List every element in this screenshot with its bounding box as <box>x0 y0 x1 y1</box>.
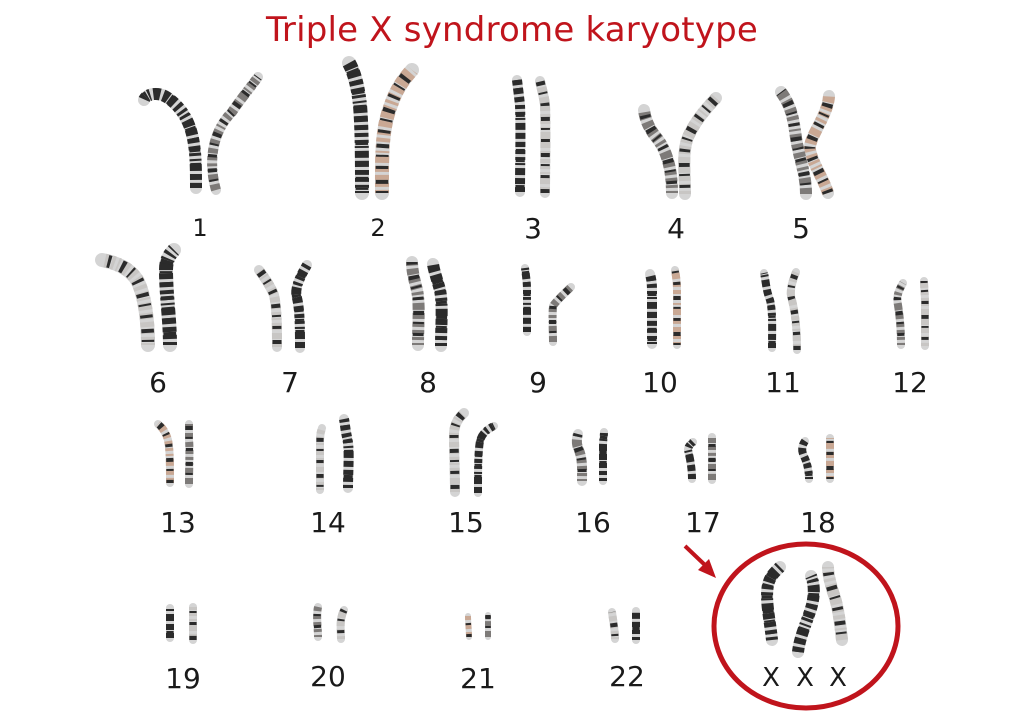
chromosome-pair-12: 12 <box>892 277 929 399</box>
chromosome-pair-5: 5 <box>775 86 835 245</box>
chromosome-label-5: 5 <box>792 212 810 245</box>
chromosome-pair-16: 16 <box>571 428 611 539</box>
chromatid-5-1 <box>803 90 835 199</box>
chromosome-label-9: 9 <box>529 366 547 399</box>
chromosome-pair-14: 14 <box>310 414 354 539</box>
chromatid-1-2 <box>207 72 263 195</box>
chromosome-label-4: 4 <box>667 212 685 245</box>
chromosome-pair-13: 13 <box>154 420 196 539</box>
chromatid-18-1 <box>798 437 813 483</box>
chromosome-label-8: 8 <box>419 366 437 399</box>
chromosome-label-14: 14 <box>310 506 346 539</box>
chromatid-9-1 <box>521 264 531 336</box>
chromatid-6-2 <box>158 243 181 352</box>
chromosome-label-6: 6 <box>149 366 167 399</box>
chromatid-11-1 <box>760 269 777 352</box>
chromatid-7-2 <box>291 260 312 353</box>
chromatid-11-2 <box>786 268 801 354</box>
chromosome-label-10: 10 <box>642 366 678 399</box>
chromosome-label-21: 21 <box>460 662 496 695</box>
chromosome-label-22: 22 <box>609 660 645 693</box>
chromatid-13-1 <box>154 420 174 487</box>
chromosome-label-20: 20 <box>310 660 346 693</box>
chromatid-7-1 <box>254 265 282 352</box>
chromatid-22-1 <box>608 608 619 643</box>
chromosome-pair-8: 8 <box>406 256 448 399</box>
chromatid-2-1 <box>342 56 369 200</box>
chromatid-16-1 <box>571 429 588 486</box>
chromosome-pair-4: 4 <box>638 92 722 245</box>
chromosome-pair-22: 22 <box>608 607 645 693</box>
chromosome-pair-6: 6 <box>95 243 181 399</box>
chromosome-pair-10: 10 <box>642 266 681 399</box>
chromatid-14-1 <box>316 424 326 494</box>
chromatid-9-2 <box>548 283 575 346</box>
chromosome-pair-15: 15 <box>448 408 498 539</box>
chromatid-6-1 <box>95 253 155 352</box>
chromatid-4-2 <box>678 92 722 200</box>
highlight-circle <box>711 541 901 711</box>
chromatid-x-1 <box>761 561 786 646</box>
chromosome-pair-19: 19 <box>165 603 201 695</box>
chromosome-pair-9: 9 <box>521 264 575 399</box>
chromosome-pair-3: 3 <box>512 75 551 245</box>
diagram-title: Triple X syndrome karyotype <box>265 10 759 50</box>
chromatid-20-1 <box>313 603 322 641</box>
chromosome-label-12: 12 <box>892 366 928 399</box>
chromatid-2-2 <box>374 63 419 200</box>
chromatid-15-1 <box>448 408 469 497</box>
chromatid-1-1 <box>138 87 202 194</box>
chromatid-8-2 <box>427 258 448 352</box>
chromatid-10-2 <box>671 266 681 349</box>
chromosome-label-16: 16 <box>575 506 611 539</box>
chromosome-pair-7: 7 <box>254 260 312 399</box>
chromosome-label-7: 7 <box>281 366 299 399</box>
chromatid-8-1 <box>406 256 425 351</box>
chromosome-pair-18: 18 <box>798 434 836 539</box>
chromatid-x-2 <box>792 570 820 658</box>
pointer-arrow <box>683 544 716 578</box>
chromosome-label-11: 11 <box>765 366 801 399</box>
chromosome-pair-20: 20 <box>310 603 348 693</box>
chromosome-label-13: 13 <box>160 506 196 539</box>
chromosome-pair-21: 21 <box>460 612 496 695</box>
chromatid-12-1 <box>893 279 907 349</box>
x-chromosome-label: X <box>796 663 814 693</box>
chromosome-label-1: 1 <box>192 214 207 242</box>
chromatid-12-2 <box>920 277 929 350</box>
chromosome-pair-2: 2 <box>342 56 419 242</box>
chromatid-21-1 <box>465 613 472 640</box>
chromatid-3-2 <box>535 76 551 198</box>
chromosome-label-15: 15 <box>448 506 484 539</box>
chromosome-label-2: 2 <box>370 214 385 242</box>
chromatid-10-1 <box>645 269 657 349</box>
chromatid-20-2 <box>336 606 348 643</box>
chromatid-14-2 <box>339 414 354 493</box>
chromatid-5-2 <box>775 86 812 200</box>
chromatid-x-3 <box>822 561 848 646</box>
chromatid-3-1 <box>512 75 526 197</box>
chromatid-15-2 <box>474 422 498 497</box>
x-chromosome-label: X <box>762 663 780 693</box>
chromosome-pair-11: 11 <box>760 268 801 399</box>
chromatid-4-1 <box>638 104 678 199</box>
chromosome-label-18: 18 <box>800 506 836 539</box>
x-chromosome-label: X <box>829 663 847 693</box>
chromatid-17-1 <box>683 438 697 483</box>
chromosome-label-3: 3 <box>524 212 542 245</box>
chromosome-pair-1: 1 <box>138 72 263 242</box>
chromosome-label-17: 17 <box>685 506 721 539</box>
chromosome-label-19: 19 <box>165 662 201 695</box>
chromosome-pair-17: 17 <box>683 433 721 539</box>
chromatid-16-2 <box>599 428 608 485</box>
